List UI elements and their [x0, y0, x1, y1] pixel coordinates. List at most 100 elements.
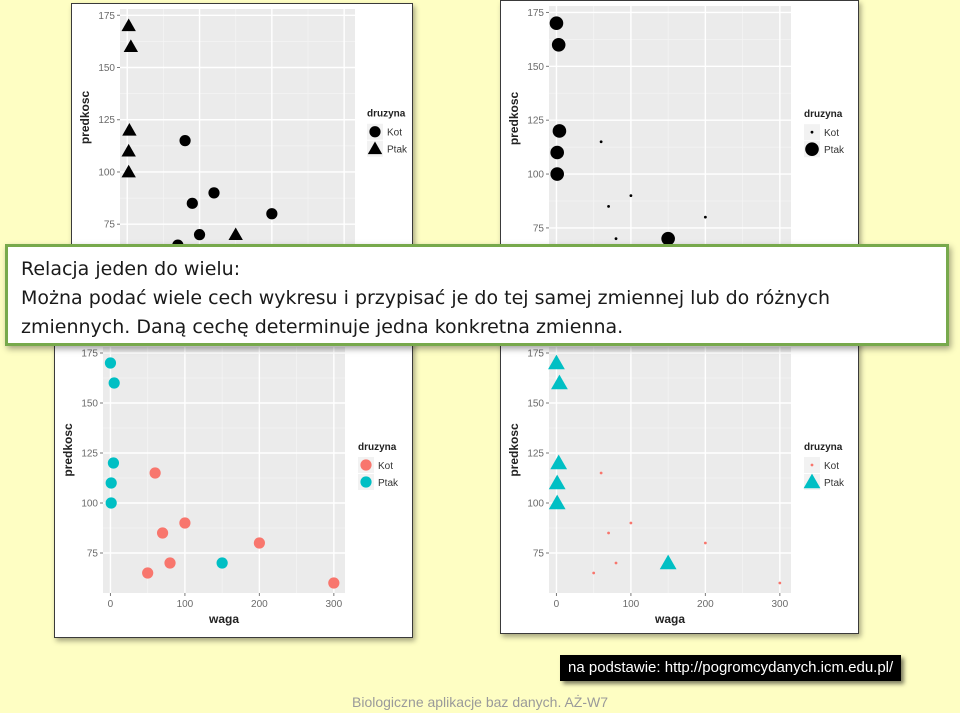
x-tick-label: 300: [771, 599, 788, 610]
y-axis-label: predkosc: [507, 91, 521, 145]
scatter-panel-combined: 0 100 200 300 75 100 125 150 175 waga predkosc druz…: [500, 340, 859, 634]
data-point: [592, 571, 596, 575]
data-point: [216, 557, 228, 569]
data-point: [551, 374, 568, 390]
data-point: [179, 135, 191, 147]
legend-label: Kot: [378, 461, 393, 472]
data-point: [253, 537, 265, 549]
y-tick-label: 75: [104, 220, 116, 231]
data-point: [105, 477, 117, 489]
data-point: [105, 497, 117, 509]
y-axis-label: predkosc: [507, 423, 521, 477]
legend-key: [360, 476, 372, 488]
footer-text: Biologiczne aplikacje baz danych. AŻ-W7: [352, 694, 609, 710]
data-point: [228, 227, 243, 241]
data-point: [107, 457, 120, 469]
scatter-panel-size: 010020030075100125150175wagapredkoscdruz…: [500, 0, 859, 247]
x-axis-label: waga: [208, 612, 239, 626]
legend-key: [805, 142, 819, 156]
y-tick-label: 125: [527, 116, 544, 127]
x-tick-label: 0: [108, 599, 114, 610]
plot-background: [549, 6, 791, 246]
callout-text-line: Można podać wiele cech wykresu i przypis…: [21, 287, 831, 309]
data-point: [629, 194, 633, 197]
y-tick-label: 150: [81, 399, 98, 410]
y-tick-label: 175: [527, 8, 544, 19]
legend-key: [369, 126, 381, 138]
data-point: [121, 143, 136, 157]
data-point: [104, 357, 117, 369]
y-tick-label: 175: [527, 349, 544, 360]
x-tick-label: 300: [325, 599, 342, 610]
legend-label: Kot: [824, 461, 839, 472]
scatter-chart-color: 0 100 200 300 75 100 125 150 175 waga predkosc druz…: [61, 347, 399, 626]
legend-key: [360, 459, 372, 471]
y-tick-label: 125: [98, 115, 115, 126]
data-point: [661, 231, 675, 246]
y-tick-label: 125: [81, 449, 98, 460]
legend-label: Ptak: [387, 145, 408, 156]
data-point: [551, 37, 566, 52]
y-tick-label: 100: [98, 167, 115, 178]
data-point: [122, 122, 137, 136]
y-tick-label: 100: [81, 499, 98, 510]
y-axis-label: predkosc: [61, 423, 75, 477]
data-point: [121, 18, 136, 32]
data-point: [186, 197, 198, 209]
scatter-chart-shape: 010020030075100125150175wagapredkoscdruz…: [78, 9, 408, 246]
y-tick-label: 150: [527, 399, 544, 410]
data-point: [548, 354, 565, 370]
y-tick-label: 75: [87, 549, 99, 560]
data-point: [164, 557, 176, 569]
data-point: [193, 229, 206, 241]
y-tick-label: 75: [533, 549, 545, 560]
data-point: [703, 541, 707, 545]
source-note: na podstawie: http://pogromcydanych.icm.…: [560, 655, 902, 681]
data-point: [328, 577, 340, 589]
data-point: [552, 124, 567, 138]
legend-label: Ptak: [378, 478, 399, 489]
legend-key: [810, 463, 814, 467]
data-point: [156, 527, 169, 539]
scatter-panel-color: 0 100 200 300 75 100 125 150 175 waga predkosc druz…: [54, 340, 413, 638]
data-point: [778, 581, 782, 585]
data-point: [599, 140, 603, 144]
legend-title: druzyna: [804, 442, 843, 453]
x-tick-label: 100: [623, 599, 640, 610]
y-tick-label: 100: [527, 499, 544, 510]
data-point: [629, 521, 633, 525]
data-point: [179, 517, 191, 529]
scatter-chart-combined: 0 100 200 300 75 100 125 150 175 waga predkosc druz…: [507, 347, 845, 626]
scatter-panel-shape: 010020030075100125150175wagapredkoscdruz…: [71, 3, 413, 247]
data-point: [614, 237, 618, 241]
x-tick-label: 0: [554, 599, 560, 610]
y-tick-label: 75: [533, 223, 545, 234]
x-tick-label: 200: [251, 599, 268, 610]
callout-heading: Relacja jeden do wielu:: [21, 258, 241, 280]
legend-key: [803, 473, 821, 489]
data-point: [548, 474, 566, 490]
legend-title: druzyna: [804, 109, 843, 120]
x-tick-label: 200: [697, 599, 714, 610]
data-point: [142, 567, 154, 579]
y-axis-label: predkosc: [78, 90, 92, 144]
data-point: [550, 145, 564, 160]
data-point: [123, 39, 139, 53]
y-tick-label: 175: [98, 11, 115, 22]
data-point: [550, 167, 564, 181]
plot-background: [120, 9, 355, 246]
data-point: [607, 531, 610, 535]
legend-label: Ptak: [824, 478, 845, 489]
data-point: [208, 187, 220, 199]
data-point: [266, 208, 278, 220]
plot-background: [549, 347, 791, 593]
legend-key: [367, 141, 383, 155]
data-point: [607, 204, 610, 208]
data-point: [108, 377, 120, 389]
callout-text-line: zmiennych. Daną cechę determinuje jedna …: [21, 316, 624, 338]
x-axis-label: waga: [654, 612, 685, 626]
data-point: [549, 16, 564, 31]
data-point: [659, 554, 677, 570]
data-point: [703, 215, 707, 219]
data-point: [550, 454, 568, 470]
